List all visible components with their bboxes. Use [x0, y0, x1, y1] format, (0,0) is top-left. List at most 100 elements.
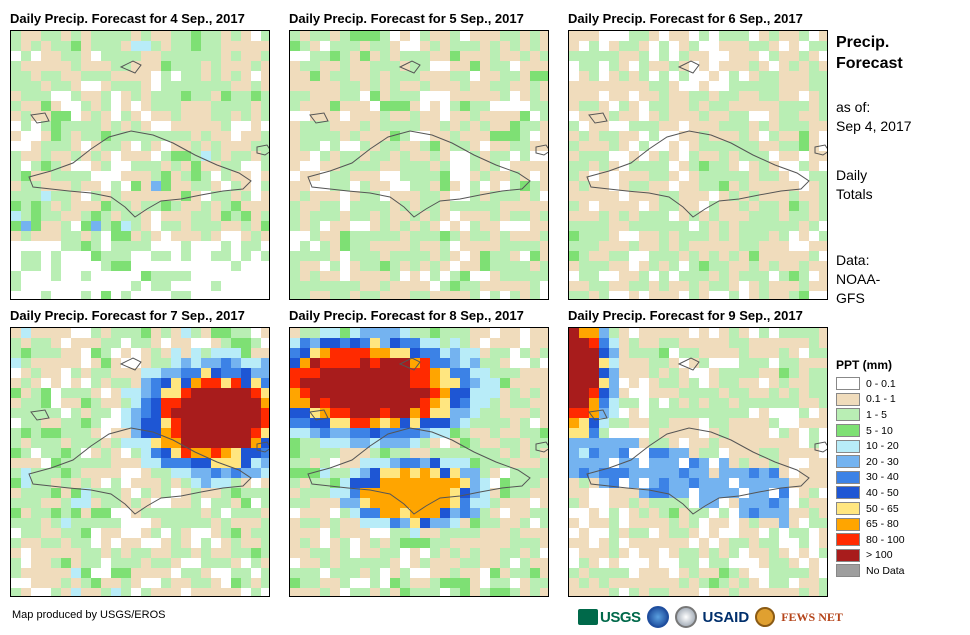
- precip-cell: [599, 388, 609, 398]
- precip-cell: [241, 221, 251, 231]
- precip-cell: [569, 518, 579, 528]
- precip-cell: [649, 291, 659, 299]
- precip-cell: [251, 518, 261, 528]
- precip-cell: [629, 558, 639, 568]
- precip-cell: [290, 558, 300, 568]
- precip-cell: [540, 81, 548, 91]
- precip-cell: [400, 428, 410, 438]
- precip-cell: [530, 191, 540, 201]
- precip-cell: [789, 468, 799, 478]
- precip-cell: [669, 71, 679, 81]
- precip-cell: [310, 488, 320, 498]
- precip-cell: [261, 418, 269, 428]
- precip-cell: [819, 348, 827, 358]
- precip-cell: [609, 338, 619, 348]
- precip-cell: [510, 91, 520, 101]
- precip-cell: [261, 281, 269, 291]
- precip-cell: [121, 241, 131, 251]
- precip-cell: [350, 221, 360, 231]
- precip-cell: [290, 31, 300, 41]
- precip-cell: [789, 191, 799, 201]
- precip-cell: [300, 51, 310, 61]
- precip-cell: [649, 131, 659, 141]
- precip-cell: [540, 191, 548, 201]
- precip-cell: [181, 111, 191, 121]
- precip-cell: [141, 271, 151, 281]
- precip-cell: [261, 261, 269, 271]
- precip-cell: [21, 338, 31, 348]
- precip-cell: [530, 438, 540, 448]
- precip-cell: [609, 398, 619, 408]
- precip-cell: [639, 141, 649, 151]
- precip-cell: [530, 111, 540, 121]
- precip-cell: [589, 448, 599, 458]
- precip-cell: [789, 91, 799, 101]
- precip-cell: [410, 528, 420, 538]
- precip-cell: [101, 111, 111, 121]
- precip-cell: [619, 201, 629, 211]
- precip-cell: [221, 191, 231, 201]
- precip-cell: [241, 338, 251, 348]
- precip-cell: [360, 141, 370, 151]
- coastline: [588, 112, 608, 124]
- precip-cell: [510, 438, 520, 448]
- precip-cell: [609, 358, 619, 368]
- precip-cell: [101, 151, 111, 161]
- precip-cell: [151, 181, 161, 191]
- precip-cell: [420, 368, 430, 378]
- legend-label: 80 - 100: [866, 533, 905, 546]
- precip-cell: [300, 191, 310, 201]
- precip-cell: [799, 291, 809, 299]
- precip-cell: [629, 498, 639, 508]
- precip-cell: [739, 448, 749, 458]
- precip-cell: [31, 378, 41, 388]
- precip-cell: [460, 151, 470, 161]
- precip-cell: [350, 388, 360, 398]
- precip-cell: [659, 251, 669, 261]
- precip-cell: [261, 61, 269, 71]
- precip-cell: [151, 368, 161, 378]
- precip-cell: [739, 51, 749, 61]
- precip-cell: [579, 231, 589, 241]
- precip-cell: [111, 251, 121, 261]
- precip-cell: [520, 568, 530, 578]
- precip-cell: [41, 388, 51, 398]
- precip-cell: [599, 528, 609, 538]
- precip-cell: [310, 528, 320, 538]
- precip-cell: [211, 151, 221, 161]
- precip-cell: [699, 151, 709, 161]
- precip-cell: [151, 548, 161, 558]
- precip-cell: [61, 91, 71, 101]
- precip-cell: [510, 548, 520, 558]
- precip-cell: [709, 181, 719, 191]
- precip-cell: [649, 488, 659, 498]
- legend-label: 0 - 0.1: [866, 377, 896, 390]
- precip-cell: [579, 468, 589, 478]
- precip-cell: [131, 141, 141, 151]
- precip-cell: [450, 558, 460, 568]
- legend-swatch: [836, 517, 860, 531]
- precip-cell: [211, 508, 221, 518]
- precip-cell: [171, 338, 181, 348]
- precip-cell: [410, 358, 420, 368]
- precip-cell: [669, 181, 679, 191]
- precip-cell: [759, 428, 769, 438]
- precip-cell: [360, 548, 370, 558]
- precip-cell: [450, 478, 460, 488]
- precip-cell: [71, 528, 81, 538]
- precip-cell: [111, 61, 121, 71]
- precip-cell: [619, 91, 629, 101]
- precip-cell: [809, 378, 819, 388]
- precip-cell: [769, 458, 779, 468]
- precip-cell: [41, 528, 51, 538]
- precip-cell: [819, 458, 827, 468]
- precip-cell: [500, 348, 510, 358]
- precip-cell: [390, 498, 400, 508]
- precip-cell: [759, 568, 769, 578]
- precip-cell: [330, 478, 340, 488]
- precip-cell: [171, 578, 181, 588]
- precip-cell: [420, 141, 430, 151]
- precip-cell: [171, 141, 181, 151]
- sidebar-title-line1: Precip.: [836, 34, 890, 51]
- precip-cell: [31, 141, 41, 151]
